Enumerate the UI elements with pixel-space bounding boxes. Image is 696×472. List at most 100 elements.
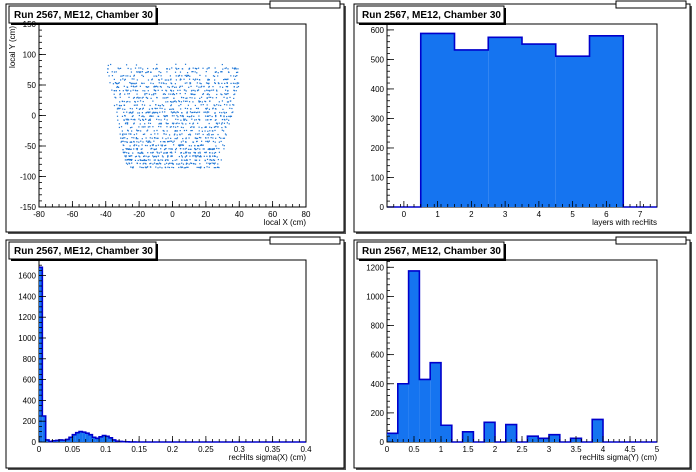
scatter-point bbox=[226, 97, 228, 99]
scatter-point bbox=[153, 89, 155, 91]
scatter-point bbox=[119, 107, 121, 109]
scatter-point bbox=[176, 134, 178, 136]
scatter-point bbox=[192, 93, 194, 95]
scatter-point bbox=[227, 93, 229, 95]
scatter-point bbox=[167, 155, 169, 157]
histogram-outline bbox=[387, 270, 657, 443]
scatter-point bbox=[164, 166, 167, 169]
scatter-point bbox=[208, 148, 211, 151]
scatter-point bbox=[137, 96, 139, 98]
scatter-point bbox=[179, 78, 182, 80]
scatter-point bbox=[215, 125, 217, 128]
scatter-point bbox=[178, 105, 180, 107]
scatter-point bbox=[152, 126, 154, 128]
scatter-point bbox=[183, 78, 185, 80]
scatter-point bbox=[164, 145, 166, 147]
scatter-point bbox=[186, 107, 189, 110]
scatter-point bbox=[143, 133, 146, 135]
scatter-point bbox=[158, 119, 160, 121]
scatter-point bbox=[194, 111, 196, 113]
scatter-point bbox=[206, 97, 208, 99]
stats-box bbox=[269, 0, 341, 9]
scatter-point bbox=[119, 96, 121, 98]
scatter-point bbox=[159, 163, 161, 165]
scatter-point bbox=[236, 83, 238, 85]
scatter-point bbox=[204, 115, 207, 117]
scatter-point bbox=[150, 166, 152, 168]
scatter-point bbox=[205, 126, 207, 128]
scatter-point bbox=[157, 155, 160, 157]
scatter-point bbox=[127, 148, 129, 150]
scatter-point bbox=[202, 93, 205, 95]
scatter-point bbox=[215, 145, 217, 147]
scatter-point bbox=[226, 93, 228, 95]
scatter-point bbox=[179, 115, 182, 117]
scatter-point bbox=[186, 162, 188, 165]
scatter-point bbox=[197, 148, 199, 150]
scatter-point bbox=[170, 93, 172, 95]
scatter-point bbox=[168, 162, 171, 164]
scatter-point bbox=[163, 130, 165, 132]
scatter-point bbox=[144, 90, 146, 92]
scatter-point bbox=[160, 126, 162, 128]
scatter-point bbox=[156, 107, 158, 110]
scatter-point bbox=[225, 126, 227, 128]
scatter-point bbox=[173, 100, 175, 103]
scatter-point bbox=[208, 162, 210, 164]
scatter-point bbox=[223, 145, 225, 147]
scatter-point bbox=[232, 104, 234, 106]
scatter-point bbox=[151, 147, 153, 150]
scatter-point bbox=[132, 97, 135, 99]
scatter-point bbox=[212, 155, 214, 157]
scatter-point bbox=[233, 97, 235, 100]
scatter-point bbox=[207, 148, 209, 150]
scatter-point bbox=[223, 122, 226, 124]
scatter-point bbox=[212, 140, 214, 143]
scatter-point bbox=[158, 79, 160, 81]
scatter-point bbox=[118, 126, 120, 129]
x-tick-label: 0.2 bbox=[167, 445, 179, 454]
scatter-point bbox=[183, 100, 185, 102]
scatter-point bbox=[157, 74, 160, 76]
scatter-point bbox=[227, 71, 230, 73]
scatter-point bbox=[129, 101, 131, 103]
scatter-point bbox=[222, 108, 224, 110]
scatter-point bbox=[126, 129, 129, 131]
scatter-point bbox=[202, 67, 204, 69]
scatter-point bbox=[188, 137, 190, 139]
scatter-point bbox=[165, 90, 168, 92]
scatter-point bbox=[202, 144, 204, 146]
scatter-point bbox=[116, 86, 119, 88]
scatter-point bbox=[204, 151, 206, 154]
scatter-point bbox=[129, 111, 132, 113]
scatter-point bbox=[186, 100, 188, 102]
scatter-point bbox=[214, 126, 216, 128]
scatter-point bbox=[209, 162, 212, 165]
scatter-point bbox=[214, 114, 217, 117]
scatter-point bbox=[156, 63, 158, 66]
y-tick-label: 150 bbox=[23, 20, 37, 29]
scatter-point bbox=[166, 152, 168, 154]
scatter-point bbox=[219, 111, 221, 114]
scatter-point bbox=[136, 147, 139, 150]
scatter-point bbox=[124, 93, 126, 95]
scatter-point bbox=[150, 115, 153, 117]
scatter-point bbox=[136, 129, 138, 131]
x-tick-label: 0.3 bbox=[234, 445, 246, 454]
scatter-point bbox=[124, 78, 126, 80]
scatter-point bbox=[209, 155, 211, 157]
scatter-point bbox=[126, 137, 128, 140]
scatter-point bbox=[185, 159, 187, 162]
scatter-point bbox=[148, 108, 151, 110]
scatter-point bbox=[227, 78, 229, 80]
histogram-bar bbox=[95, 438, 100, 442]
x-tick-label: 0 bbox=[385, 445, 390, 454]
scatter-point bbox=[219, 86, 221, 88]
scatter-point bbox=[128, 155, 130, 157]
scatter-point bbox=[204, 101, 207, 103]
scatter-point bbox=[111, 75, 114, 77]
scatter-point bbox=[226, 82, 228, 84]
scatter-point bbox=[170, 137, 172, 139]
scatter-point bbox=[197, 89, 199, 92]
scatter-point bbox=[177, 144, 180, 146]
